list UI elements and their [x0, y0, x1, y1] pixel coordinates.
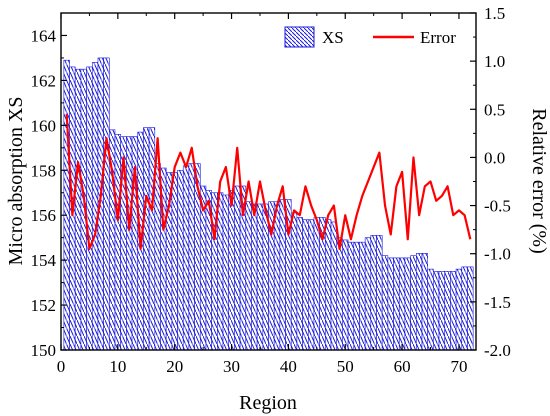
bar-xs	[376, 235, 383, 350]
bar-xs	[364, 237, 372, 350]
bar-xs	[148, 127, 156, 350]
bar-xs	[421, 253, 428, 350]
y-tick-label: 160	[31, 116, 57, 135]
series-line-error	[65, 114, 472, 250]
x-tick-label: 10	[109, 357, 126, 376]
bar-xs	[228, 190, 235, 350]
bar-xs	[416, 253, 423, 350]
bar-xs	[251, 203, 258, 350]
y2-tick-label: 0.0	[484, 148, 505, 167]
legend: XS Error	[284, 26, 456, 48]
bar-xs	[370, 235, 377, 350]
bar-xs	[438, 271, 446, 350]
bar-xs	[86, 66, 93, 350]
y-tick-label: 154	[31, 251, 57, 270]
bar-xs	[154, 163, 161, 350]
bar-xs	[188, 163, 195, 350]
legend-label-error: Error	[420, 28, 456, 47]
bar-xs	[171, 172, 178, 350]
y-tick-label: 164	[31, 26, 57, 45]
bar-xs	[404, 257, 411, 350]
bar-xs	[398, 257, 406, 350]
y2-tick-label: 1.5	[484, 4, 505, 23]
legend-label-xs: XS	[322, 28, 344, 47]
x-tick-label: 0	[57, 357, 66, 376]
y2-tick-label: 0.5	[484, 100, 505, 119]
bar-xs	[302, 219, 309, 350]
x-tick-label: 30	[223, 357, 240, 376]
y-axis-title: Micro absorption XS	[5, 97, 27, 266]
bar-xs	[74, 68, 82, 350]
bar-xs	[461, 266, 468, 350]
bar-xs	[410, 255, 417, 350]
y2-tick-label: 1.0	[484, 52, 505, 71]
bar-xs	[467, 266, 474, 350]
bar-xs	[63, 59, 70, 350]
bar-xs	[279, 199, 286, 350]
y-tick-label: 162	[31, 71, 57, 90]
line-layer	[65, 114, 472, 250]
bar-xs	[234, 185, 241, 350]
bar-xs	[217, 192, 224, 350]
y-tick-label: 158	[31, 161, 57, 180]
bar-xs	[444, 271, 451, 350]
y2-tick-label: -0.5	[484, 197, 511, 216]
x-tick-label: 50	[337, 357, 354, 376]
bar-xs	[387, 257, 394, 350]
x-axis-title: Region	[239, 392, 297, 414]
bar-xs	[325, 219, 332, 350]
bars-layer	[63, 57, 474, 350]
legend-swatch-xs	[284, 26, 315, 48]
bar-xs	[450, 271, 457, 350]
bar-xs	[273, 201, 281, 350]
bar-xs	[336, 237, 343, 350]
y2-tick-label: -1.5	[484, 293, 511, 312]
bar-xs	[114, 134, 121, 350]
bar-xs	[433, 271, 440, 350]
bar-xs	[290, 212, 298, 350]
bar-xs	[143, 127, 150, 350]
bar-xs	[103, 57, 110, 350]
bar-xs	[307, 219, 315, 350]
bar-xs	[347, 241, 355, 350]
bar-xs	[455, 268, 463, 350]
bar-xs	[427, 268, 434, 350]
bar-xs	[296, 217, 303, 350]
x-tick-label: 70	[450, 357, 467, 376]
bar-xs	[313, 217, 320, 350]
x-tick-label: 40	[280, 357, 297, 376]
bar-xs	[359, 241, 366, 350]
bar-xs	[177, 169, 184, 350]
bar-xs	[182, 165, 190, 350]
bar-xs	[126, 136, 133, 350]
x-tick-label: 60	[394, 357, 411, 376]
bar-xs	[381, 255, 389, 350]
y-tick-label: 156	[31, 206, 57, 225]
bar-xs	[330, 221, 338, 350]
bar-xs	[91, 62, 99, 350]
bar-xs	[222, 194, 230, 350]
y-tick-label: 152	[31, 296, 57, 315]
bar-xs	[353, 241, 360, 350]
bar-xs	[393, 257, 400, 350]
y-tick-label: 150	[31, 341, 57, 360]
y2-tick-label: -1.0	[484, 245, 511, 264]
bar-xs	[262, 203, 269, 350]
x-tick-label: 20	[166, 357, 183, 376]
bar-xs	[342, 239, 349, 350]
axes-layer: 0 10 20 30 40 50 60 70 150 152 154 156 158 160 162 164 -…	[31, 4, 511, 376]
y2-axis-title: Relative error (%)	[528, 108, 550, 253]
bar-xs	[245, 201, 252, 350]
y2-tick-label: -2.0	[484, 341, 511, 360]
bar-xs	[256, 203, 264, 350]
